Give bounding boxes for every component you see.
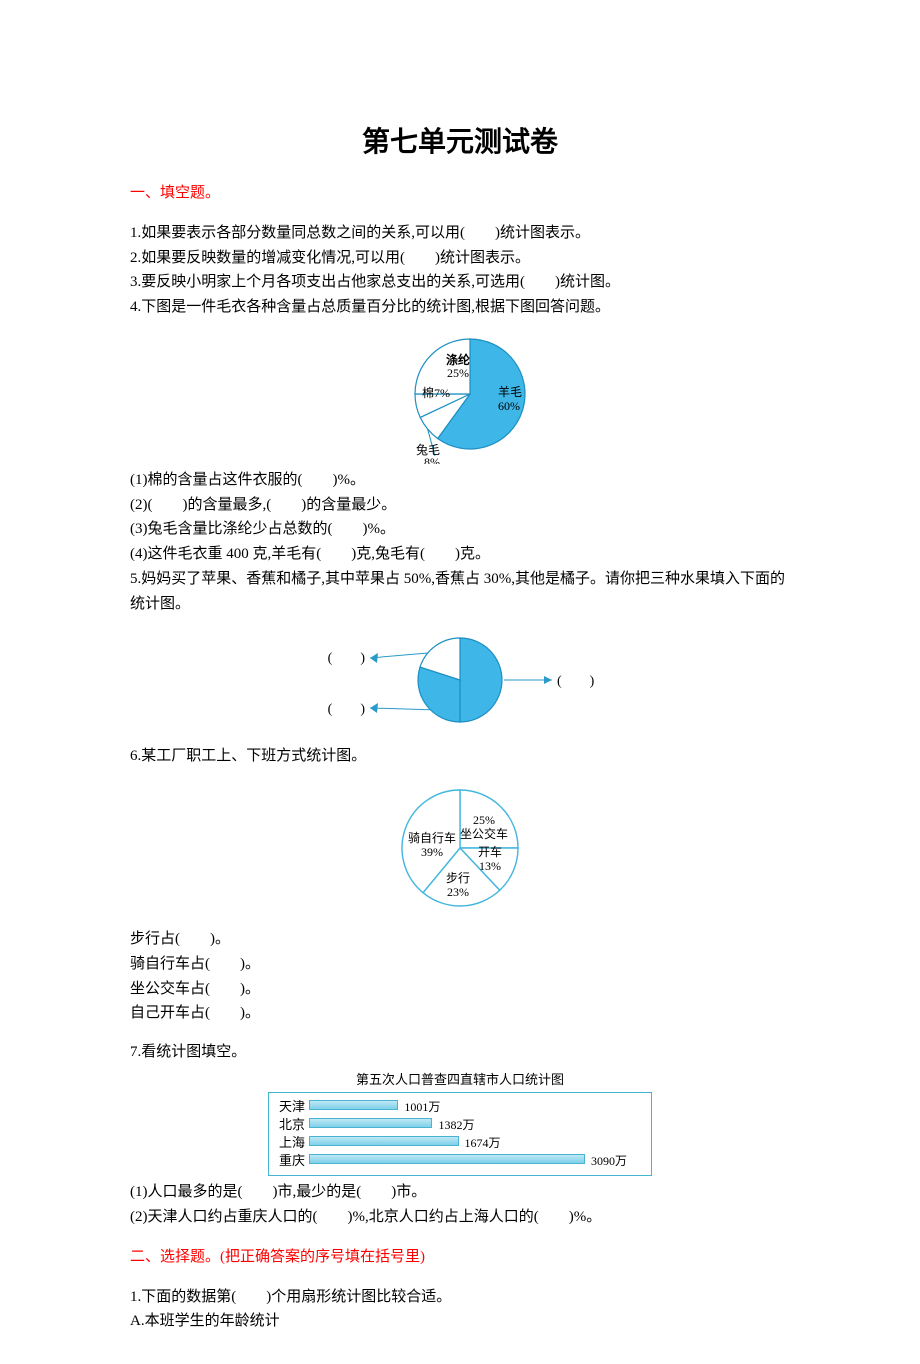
chart7-bar: 第五次人口普查四直辖市人口统计图 天津1001万北京1382万上海1674万重庆… (130, 1069, 790, 1176)
q7-2: (2)天津人口约占重庆人口的( )%,北京人口约占上海人口的( )%。 (130, 1205, 790, 1230)
q7-1: (1)人口最多的是( )市,最少的是( )市。 (130, 1180, 790, 1205)
svg-text:25%: 25% (447, 366, 469, 380)
svg-text:39%: 39% (421, 845, 443, 859)
section2-heading: 二、选择题。(把正确答案的序号填在括号里) (130, 1245, 790, 1270)
svg-text:坐公交车: 坐公交车 (460, 826, 508, 841)
svg-text:25%: 25% (473, 813, 495, 827)
svg-text:棉7%: 棉7% (422, 386, 450, 400)
s2-q1: 1.下面的数据第( )个用扇形统计图比较合适。 (130, 1285, 790, 1310)
svg-text:开车: 开车 (478, 844, 502, 859)
q6-1: 步行占( )。 (130, 927, 790, 952)
q4-4: (4)这件毛衣重 400 克,羊毛有( )克,兔毛有( )克。 (130, 542, 790, 567)
svg-text:( ): ( ) (557, 674, 595, 689)
chart6-pie: 25%坐公交车开车13% 步行23% 骑自行车39% (130, 773, 790, 923)
q6-4: 自己开车占( )。 (130, 1001, 790, 1026)
q4-1: (1)棉的含量占这件衣服的( )%。 (130, 468, 790, 493)
q4: 4.下图是一件毛衣各种含量占总质量百分比的统计图,根据下图回答问题。 (130, 295, 790, 320)
svg-text:涤纶: 涤纶 (446, 352, 470, 367)
svg-text:23%: 23% (447, 885, 469, 899)
svg-text:8%: 8% (424, 455, 440, 464)
svg-text:步行: 步行 (446, 871, 470, 885)
chart5-pie: ( ) ( ) ( ) (130, 620, 790, 740)
section1-heading: 一、填空题。 (130, 181, 790, 206)
chart4-pie: 羊毛60%涤纶25%棉7%兔毛8% (130, 324, 790, 464)
svg-text:羊毛: 羊毛 (498, 384, 522, 399)
q6-3: 坐公交车占( )。 (130, 977, 790, 1002)
chart7-title: 第五次人口普查四直辖市人口统计图 (130, 1069, 790, 1090)
q4-2: (2)( )的含量最多,( )的含量最少。 (130, 493, 790, 518)
q4-3: (3)兔毛含量比涤纶少占总数的( )%。 (130, 517, 790, 542)
q7: 7.看统计图填空。 (130, 1040, 790, 1065)
q5: 5.妈妈买了苹果、香蕉和橘子,其中苹果占 50%,香蕉占 30%,其他是橘子。请… (130, 567, 790, 617)
q2: 2.如果要反映数量的增减变化情况,可以用( )统计图表示。 (130, 246, 790, 271)
doc-title: 第七单元测试卷 (130, 120, 790, 166)
svg-text:13%: 13% (479, 859, 501, 873)
q6: 6.某工厂职工上、下班方式统计图。 (130, 744, 790, 769)
svg-text:骑自行车: 骑自行车 (408, 830, 456, 845)
q6-2: 骑自行车占( )。 (130, 952, 790, 977)
svg-text:60%: 60% (498, 399, 520, 413)
q3: 3.要反映小明家上个月各项支出占他家总支出的关系,可选用( )统计图。 (130, 270, 790, 295)
svg-text:( ): ( ) (328, 702, 366, 717)
svg-text:( ): ( ) (328, 651, 366, 666)
s2-q1-a: A.本班学生的年龄统计 (130, 1309, 790, 1334)
q1: 1.如果要表示各部分数量同总数之间的关系,可以用( )统计图表示。 (130, 221, 790, 246)
